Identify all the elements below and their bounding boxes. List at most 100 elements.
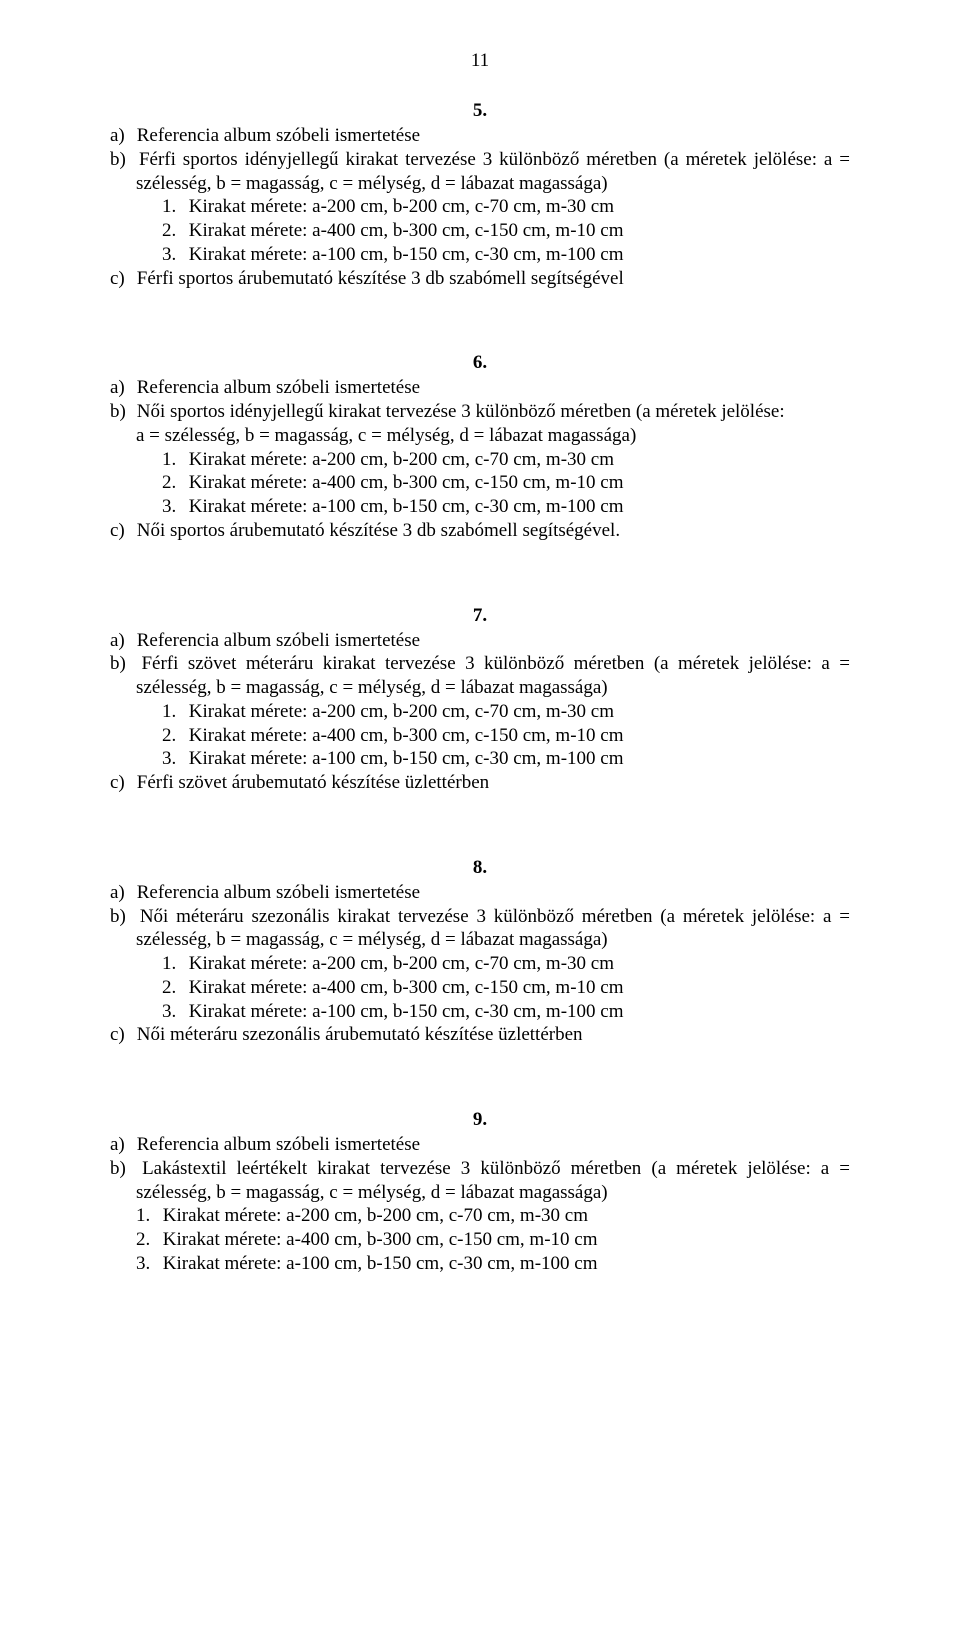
item-b: b) Női sportos idényjellegű kirakat terv… bbox=[110, 400, 850, 424]
text-b: Férfi szövet méteráru kirakat tervezése … bbox=[136, 653, 850, 698]
label-3: 3. bbox=[162, 747, 184, 771]
label-b: b) bbox=[110, 905, 132, 929]
kirakat-item: 3. Kirakat mérete: a-100 cm, b-150 cm, c… bbox=[162, 1000, 850, 1024]
kirakat-item: 1. Kirakat mérete: a-200 cm, b-200 cm, c… bbox=[162, 448, 850, 472]
item-c: c) Női sportos árubemutató készítése 3 d… bbox=[110, 519, 850, 543]
label-3: 3. bbox=[162, 1000, 184, 1024]
label-a: a) bbox=[110, 881, 132, 905]
section-number: 8. bbox=[110, 857, 850, 879]
item-b: b) Női méteráru szezonális kirakat terve… bbox=[110, 905, 850, 953]
section-9: 9. a) Referencia album szóbeli ismerteté… bbox=[110, 1109, 850, 1276]
section-7: 7. a) Referencia album szóbeli ismerteté… bbox=[110, 605, 850, 795]
item-a: a) Referencia album szóbeli ismertetése bbox=[110, 1133, 850, 1157]
label-c: c) bbox=[110, 267, 132, 291]
kirakat-list: 1. Kirakat mérete: a-200 cm, b-200 cm, c… bbox=[110, 1204, 850, 1275]
kirakat-item: 3. Kirakat mérete: a-100 cm, b-150 cm, c… bbox=[162, 747, 850, 771]
label-a: a) bbox=[110, 376, 132, 400]
text-a: Referencia album szóbeli ismertetése bbox=[137, 125, 420, 146]
kirakat-text: Kirakat mérete: a-400 cm, b-300 cm, c-15… bbox=[189, 472, 624, 493]
label-c: c) bbox=[110, 1023, 132, 1047]
kirakat-item: 1. Kirakat mérete: a-200 cm, b-200 cm, c… bbox=[136, 1204, 850, 1228]
kirakat-text: Kirakat mérete: a-100 cm, b-150 cm, c-30… bbox=[189, 496, 624, 517]
section-number: 9. bbox=[110, 1109, 850, 1131]
item-b: b) Férfi szövet méteráru kirakat tervezé… bbox=[110, 652, 850, 700]
label-a: a) bbox=[110, 1133, 132, 1157]
kirakat-item: 2. Kirakat mérete: a-400 cm, b-300 cm, c… bbox=[162, 976, 850, 1000]
kirakat-text: Kirakat mérete: a-200 cm, b-200 cm, c-70… bbox=[163, 1205, 588, 1226]
kirakat-text: Kirakat mérete: a-100 cm, b-150 cm, c-30… bbox=[163, 1253, 598, 1274]
label-a: a) bbox=[110, 124, 132, 148]
text-b: Férfi sportos idényjellegű kirakat terve… bbox=[136, 149, 850, 194]
kirakat-item: 3. Kirakat mérete: a-100 cm, b-150 cm, c… bbox=[162, 495, 850, 519]
text-a: Referencia album szóbeli ismertetése bbox=[137, 1134, 420, 1155]
kirakat-text: Kirakat mérete: a-400 cm, b-300 cm, c-15… bbox=[163, 1229, 598, 1250]
kirakat-text: Kirakat mérete: a-100 cm, b-150 cm, c-30… bbox=[189, 1001, 624, 1022]
section-number: 7. bbox=[110, 605, 850, 627]
item-c: c) Férfi szövet árubemutató készítése üz… bbox=[110, 771, 850, 795]
kirakat-text: Kirakat mérete: a-100 cm, b-150 cm, c-30… bbox=[189, 244, 624, 265]
label-1: 1. bbox=[162, 448, 184, 472]
label-b: b) bbox=[110, 400, 132, 424]
kirakat-item: 3. Kirakat mérete: a-100 cm, b-150 cm, c… bbox=[162, 243, 850, 267]
section-8: 8. a) Referencia album szóbeli ismerteté… bbox=[110, 857, 850, 1047]
kirakat-item: 2. Kirakat mérete: a-400 cm, b-300 cm, c… bbox=[136, 1228, 850, 1252]
text-c: Női sportos árubemutató készítése 3 db s… bbox=[137, 520, 620, 541]
kirakat-list: 1. Kirakat mérete: a-200 cm, b-200 cm, c… bbox=[110, 195, 850, 266]
item-c: c) Női méteráru szezonális árubemutató k… bbox=[110, 1023, 850, 1047]
section-6: 6. a) Referencia album szóbeli ismerteté… bbox=[110, 352, 850, 542]
kirakat-list: 1. Kirakat mérete: a-200 cm, b-200 cm, c… bbox=[110, 700, 850, 771]
item-b: b) Lakástextil leértékelt kirakat tervez… bbox=[110, 1157, 850, 1205]
label-a: a) bbox=[110, 629, 132, 653]
label-b: b) bbox=[110, 652, 132, 676]
label-2: 2. bbox=[162, 219, 184, 243]
text-b: Női sportos idényjellegű kirakat tervezé… bbox=[137, 401, 785, 422]
label-b: b) bbox=[110, 148, 132, 172]
text-b: Női méteráru szezonális kirakat tervezés… bbox=[136, 906, 850, 951]
text-a: Referencia album szóbeli ismertetése bbox=[137, 882, 420, 903]
label-1: 1. bbox=[136, 1204, 158, 1228]
kirakat-item: 2. Kirakat mérete: a-400 cm, b-300 cm, c… bbox=[162, 724, 850, 748]
section-5: 5. a) Referencia album szóbeli ismerteté… bbox=[110, 100, 850, 290]
kirakat-list: 1. Kirakat mérete: a-200 cm, b-200 cm, c… bbox=[110, 952, 850, 1023]
page-number: 11 bbox=[110, 50, 850, 72]
text-a: Referencia album szóbeli ismertetése bbox=[137, 630, 420, 651]
item-a: a) Referencia album szóbeli ismertetése bbox=[110, 629, 850, 653]
text-c: Női méteráru szezonális árubemutató kész… bbox=[137, 1024, 583, 1045]
kirakat-text: Kirakat mérete: a-200 cm, b-200 cm, c-70… bbox=[189, 701, 614, 722]
kirakat-item: 1. Kirakat mérete: a-200 cm, b-200 cm, c… bbox=[162, 700, 850, 724]
text-a: Referencia album szóbeli ismertetése bbox=[137, 377, 420, 398]
label-3: 3. bbox=[162, 243, 184, 267]
kirakat-item: 3. Kirakat mérete: a-100 cm, b-150 cm, c… bbox=[136, 1252, 850, 1276]
label-3: 3. bbox=[162, 495, 184, 519]
item-b-sub: a = szélesség, b = magasság, c = mélység… bbox=[110, 424, 850, 448]
kirakat-item: 2. Kirakat mérete: a-400 cm, b-300 cm, c… bbox=[162, 471, 850, 495]
section-number: 5. bbox=[110, 100, 850, 122]
text-c: Férfi sportos árubemutató készítése 3 db… bbox=[137, 268, 624, 289]
label-c: c) bbox=[110, 519, 132, 543]
item-a: a) Referencia album szóbeli ismertetése bbox=[110, 376, 850, 400]
label-1: 1. bbox=[162, 700, 184, 724]
kirakat-text: Kirakat mérete: a-400 cm, b-300 cm, c-15… bbox=[189, 977, 624, 998]
kirakat-list: 1. Kirakat mérete: a-200 cm, b-200 cm, c… bbox=[110, 448, 850, 519]
item-b: b) Férfi sportos idényjellegű kirakat te… bbox=[110, 148, 850, 196]
kirakat-text: Kirakat mérete: a-200 cm, b-200 cm, c-70… bbox=[189, 449, 614, 470]
item-a: a) Referencia album szóbeli ismertetése bbox=[110, 881, 850, 905]
document-page: 11 5. a) Referencia album szóbeli ismert… bbox=[0, 0, 960, 1336]
text-c: Férfi szövet árubemutató készítése üzlet… bbox=[137, 772, 489, 793]
kirakat-text: Kirakat mérete: a-400 cm, b-300 cm, c-15… bbox=[189, 220, 624, 241]
kirakat-text: Kirakat mérete: a-400 cm, b-300 cm, c-15… bbox=[189, 725, 624, 746]
label-2: 2. bbox=[162, 471, 184, 495]
kirakat-text: Kirakat mérete: a-200 cm, b-200 cm, c-70… bbox=[189, 953, 614, 974]
item-a: a) Referencia album szóbeli ismertetése bbox=[110, 124, 850, 148]
section-number: 6. bbox=[110, 352, 850, 374]
label-b: b) bbox=[110, 1157, 132, 1181]
label-3: 3. bbox=[136, 1252, 158, 1276]
label-1: 1. bbox=[162, 195, 184, 219]
kirakat-text: Kirakat mérete: a-200 cm, b-200 cm, c-70… bbox=[189, 196, 614, 217]
kirakat-text: Kirakat mérete: a-100 cm, b-150 cm, c-30… bbox=[189, 748, 624, 769]
label-2: 2. bbox=[162, 976, 184, 1000]
item-c: c) Férfi sportos árubemutató készítése 3… bbox=[110, 267, 850, 291]
kirakat-item: 1. Kirakat mérete: a-200 cm, b-200 cm, c… bbox=[162, 195, 850, 219]
label-2: 2. bbox=[162, 724, 184, 748]
kirakat-item: 1. Kirakat mérete: a-200 cm, b-200 cm, c… bbox=[162, 952, 850, 976]
